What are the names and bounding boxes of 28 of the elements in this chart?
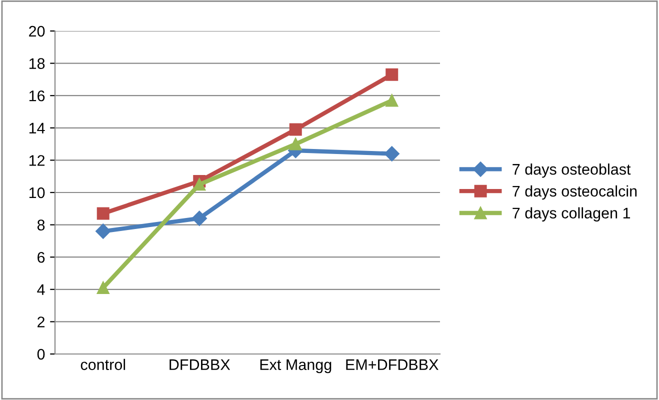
x-tick-label: control [80, 358, 126, 370]
y-tick-label: 14 [29, 122, 45, 134]
y-tick-label: 6 [38, 252, 45, 263]
y-tick-label: 10 [29, 187, 45, 198]
y-tick-label: 16 [29, 90, 45, 102]
y-tick-label: 0 [37, 348, 45, 360]
y-tick-label: 8 [37, 220, 45, 230]
x-tick-label: DFDBBX [170, 359, 230, 370]
x-tick-label: EM+DFDBBX [346, 359, 438, 370]
point [386, 94, 398, 107]
y-tick-label: 20 [29, 26, 45, 37]
point [386, 68, 398, 81]
point [96, 207, 110, 220]
x-tick-label: Ext Mangg [260, 359, 332, 374]
point [289, 138, 302, 150]
point [193, 178, 206, 191]
y-tick-label: 18 [29, 58, 45, 69]
point [289, 123, 302, 136]
legend-label: 7 days osteocalcin [512, 185, 637, 200]
y-tick-label: 12 [29, 155, 45, 166]
legend-label: 7 days osteoblast [512, 164, 631, 178]
point [192, 210, 207, 226]
legend-label: 7 days collagen 1 [512, 207, 630, 222]
point [384, 146, 400, 162]
point [96, 224, 111, 239]
y-tick-label: 2 [38, 316, 45, 328]
y-tick-label: 4 [37, 284, 45, 295]
point [96, 282, 110, 294]
